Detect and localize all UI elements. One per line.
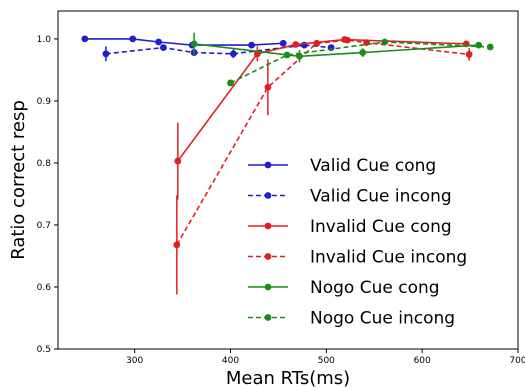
y-tick-label: 0.9 — [37, 97, 52, 107]
plot-frame — [57, 10, 519, 350]
y-tick-label: 0.8 — [37, 159, 52, 169]
plot-marks — [81, 32, 494, 295]
y-axis-ticks: 0.5 0.6 0.7 0.8 0.9 1.0 — [37, 35, 58, 355]
data-point — [465, 51, 473, 58]
data-point — [313, 39, 321, 47]
series-1 — [81, 35, 287, 49]
data-point — [160, 44, 167, 51]
legend-label: Valid Cue cong — [310, 156, 436, 176]
data-point — [229, 50, 237, 58]
x-tick-label: 400 — [222, 356, 239, 366]
data-point — [283, 51, 291, 59]
y-tick-label: 0.6 — [37, 283, 52, 293]
data-point — [381, 38, 389, 46]
data-point — [227, 79, 234, 87]
legend-label: Valid Cue incong — [310, 187, 452, 207]
series-line — [176, 39, 470, 246]
x-axis-label: Mean RTs(ms) — [226, 368, 350, 387]
data-point — [292, 41, 300, 48]
legend: Valid Cue cong Valid Cue incong Invalid Cu… — [248, 156, 467, 329]
data-point — [359, 49, 367, 56]
data-point — [486, 43, 494, 51]
x-tick-label: 500 — [318, 356, 335, 366]
series-line — [230, 41, 491, 84]
data-point — [475, 41, 483, 49]
series-line — [193, 43, 479, 58]
x-tick-label: 700 — [509, 356, 525, 366]
data-point — [344, 36, 351, 44]
legend-marker — [264, 192, 272, 199]
x-tick-label: 300 — [126, 356, 143, 366]
data-point — [129, 35, 137, 43]
data-point — [81, 35, 89, 43]
data-point — [264, 83, 272, 91]
legend-marker — [264, 161, 272, 169]
legend-label: Nogo Cue cong — [310, 278, 440, 298]
x-axis-ticks: 300 400 500 600 700 — [126, 349, 525, 366]
data-point — [155, 38, 163, 46]
y-axis-label: Ratio correct resp — [8, 100, 29, 260]
data-point — [296, 52, 303, 60]
legend-marker — [264, 253, 272, 260]
data-point — [173, 241, 181, 249]
legend-label: Nogo Cue incong — [310, 309, 455, 329]
legend-label: Invalid Cue cong — [310, 217, 452, 237]
y-tick-label: 1.0 — [37, 35, 52, 45]
series-6 — [227, 38, 494, 87]
data-point — [190, 40, 198, 48]
y-tick-label: 0.5 — [37, 345, 51, 355]
series-5 — [190, 32, 483, 63]
data-point — [248, 41, 255, 49]
x-tick-label: 600 — [414, 356, 431, 366]
legend-marker — [264, 283, 272, 291]
series-line — [105, 44, 332, 55]
y-tick-label: 0.7 — [37, 221, 51, 231]
data-point — [279, 39, 287, 47]
series-line — [177, 38, 467, 162]
legend-marker — [264, 314, 272, 321]
data-point — [174, 157, 182, 165]
series-line — [84, 38, 284, 46]
data-point — [102, 50, 110, 58]
legend-label: Invalid Cue incong — [310, 248, 467, 268]
legend-marker — [264, 222, 272, 230]
